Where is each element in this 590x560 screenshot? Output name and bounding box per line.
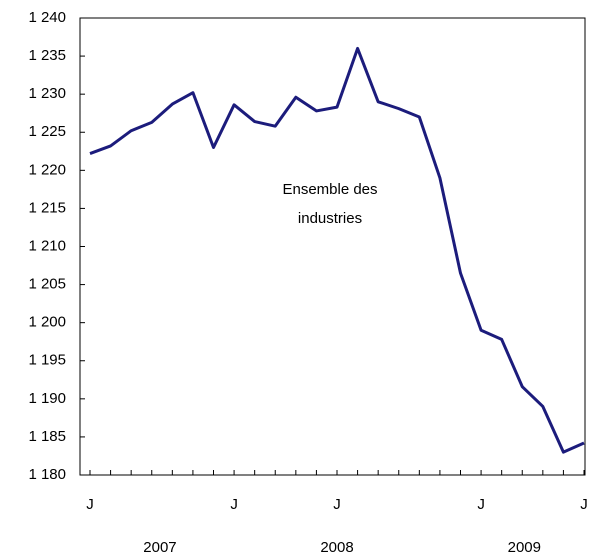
y-tick-label: 1 210	[28, 237, 66, 254]
y-tick-label: 1 235	[28, 47, 66, 64]
y-tick-label: 1 215	[28, 199, 66, 216]
annotation: Ensemble des	[282, 181, 377, 198]
y-tick-label: 1 205	[28, 276, 66, 293]
line	[89, 46, 585, 454]
y-tick-label: 1 240	[28, 9, 66, 26]
year-label: 2009	[508, 539, 541, 556]
x-tick-label: J	[477, 496, 485, 513]
x-tick-label: J	[580, 496, 588, 513]
x-tick-label: J	[230, 496, 238, 513]
y-tick-label: 1 220	[28, 161, 66, 178]
y-tick-label: 1 185	[28, 428, 66, 445]
plot-frame	[79, 17, 586, 476]
y-tick-label: 1 230	[28, 85, 66, 102]
y-tick-label: 1 225	[28, 123, 66, 140]
y-tick-label: 1 200	[28, 314, 66, 331]
y-tick-label: 1 180	[28, 466, 66, 483]
year-label: 2008	[320, 539, 353, 556]
y-tick-label: 1 190	[28, 390, 66, 407]
y-tick-label: 1 195	[28, 352, 66, 369]
year-label: 2007	[143, 539, 176, 556]
annotation: industries	[298, 210, 362, 227]
x-tick-label: J	[86, 496, 94, 513]
x-tick-label: J	[333, 496, 341, 513]
